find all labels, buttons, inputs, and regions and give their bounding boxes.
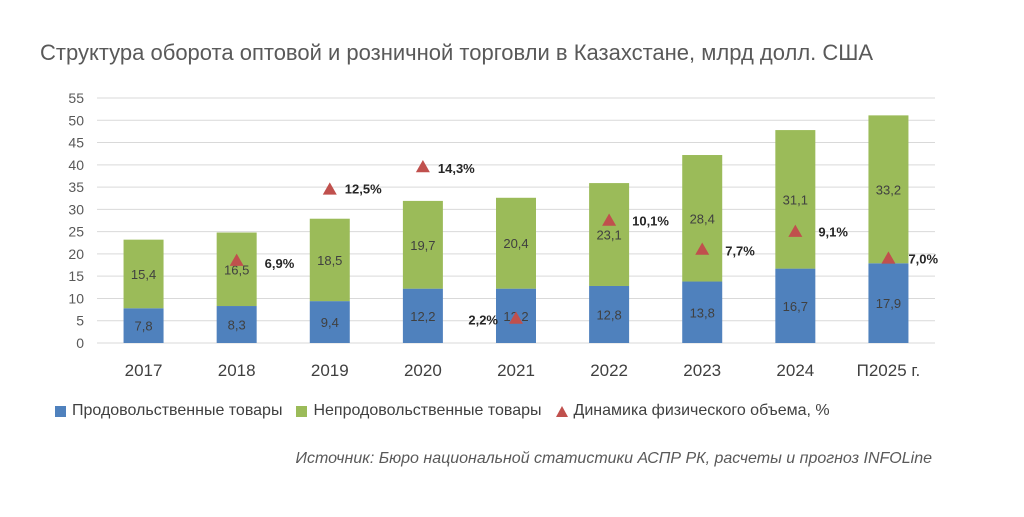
dynamics-marker <box>229 253 244 266</box>
data-label-food: 12,2 <box>410 309 435 324</box>
data-label-nonfood: 33,2 <box>876 182 901 197</box>
dynamics-label: 14,3% <box>438 161 475 176</box>
bar-nonfood <box>496 197 536 289</box>
y-tick-label: 30 <box>68 201 84 217</box>
y-tick-label: 10 <box>68 290 84 306</box>
dynamics-marker <box>881 251 896 264</box>
data-label-nonfood: 19,7 <box>410 238 435 253</box>
y-tick-label: 25 <box>68 224 84 240</box>
x-tick-label: 2022 <box>590 361 628 380</box>
chart-legend: Продовольственные товары Непродовольстве… <box>55 402 844 420</box>
bar-food <box>775 268 816 343</box>
data-label-food: 16,7 <box>783 299 808 314</box>
legend-label-food: Продовольственные товары <box>72 402 283 419</box>
x-tick-label: 2023 <box>683 361 721 380</box>
bar-food <box>402 288 443 343</box>
dynamics-marker <box>788 224 803 237</box>
y-tick-label: 50 <box>68 112 84 128</box>
y-tick-label: 0 <box>76 335 84 351</box>
dynamics-label: 2,2% <box>468 312 498 327</box>
bar-food <box>216 306 257 343</box>
bar-nonfood <box>216 232 257 307</box>
legend-label-dynamics: Динамика физического объема, % <box>573 402 830 419</box>
bar-nonfood <box>775 130 816 269</box>
chart-title: Структура оборота оптовой и розничной то… <box>40 40 874 65</box>
dynamics-label: 6,9% <box>265 256 295 271</box>
dynamics-label: 7,7% <box>725 243 755 258</box>
x-tick-label: 2024 <box>776 361 814 380</box>
legend-item-food: Продовольственные товары <box>55 402 282 420</box>
bar-food <box>868 263 909 343</box>
bar-nonfood <box>402 200 443 289</box>
y-tick-label: 20 <box>68 246 84 262</box>
bar-nonfood <box>868 115 909 264</box>
y-tick-label: 5 <box>76 313 84 329</box>
bar-food <box>682 281 723 343</box>
x-tick-label: 2018 <box>218 361 256 380</box>
y-tick-label: 15 <box>68 268 84 284</box>
data-label-food: 17,9 <box>876 296 901 311</box>
bar-nonfood <box>309 218 350 302</box>
x-tick-label: 2020 <box>404 361 442 380</box>
dynamics-marker <box>509 311 523 324</box>
dynamics-label: 10,1% <box>632 214 669 229</box>
x-tick-label: 2017 <box>125 361 163 380</box>
chart-plot: 0 5 10 15 20 25 30 35 40 45 50 55 7,8 15,4 2017 8,3 16,5… <box>68 90 938 380</box>
data-label-nonfood: 31,1 <box>783 192 808 207</box>
legend-item-dynamics: Динамика физического объема, % <box>555 402 830 420</box>
x-tick-label: 2019 <box>311 361 349 380</box>
bar-food <box>123 308 164 343</box>
data-label-nonfood: 18,5 <box>317 253 342 268</box>
legend-item-nonfood: Непродовольственные товары <box>296 402 542 420</box>
bar-food <box>309 301 350 343</box>
data-label-nonfood: 16,5 <box>224 262 249 277</box>
y-tick-label: 45 <box>68 135 84 151</box>
dynamics-marker <box>415 160 430 173</box>
data-label-food: 7,8 <box>135 319 153 334</box>
data-label-nonfood: 20,4 <box>503 236 528 251</box>
x-tick-label: 2021 <box>497 361 535 380</box>
y-tick-label: 40 <box>68 157 84 173</box>
dynamics-marker <box>695 242 710 255</box>
legend-swatch-food <box>55 405 66 417</box>
dynamics-label: 9,1% <box>818 225 848 240</box>
bar-nonfood <box>123 239 164 309</box>
data-label-nonfood: 23,1 <box>596 228 621 243</box>
legend-swatch-nonfood <box>296 405 308 417</box>
data-label-nonfood: 15,4 <box>131 267 156 282</box>
y-tick-label: 55 <box>68 90 84 106</box>
data-label-food: 12,8 <box>596 307 621 322</box>
dynamics-marker <box>322 182 337 195</box>
data-label-food: 9,4 <box>321 315 339 330</box>
data-label-nonfood: 28,4 <box>690 211 715 226</box>
y-tick-label: 35 <box>68 179 84 195</box>
dynamics-marker <box>602 213 617 226</box>
legend-label-nonfood: Непродовольственные товары <box>313 402 542 419</box>
bar-nonfood <box>682 155 723 282</box>
x-tick-label: П2025 г. <box>857 361 921 380</box>
dynamics-label: 7,0% <box>908 251 938 266</box>
dynamics-label: 12,5% <box>345 181 382 196</box>
bar-food <box>589 285 630 343</box>
data-label-food: 8,3 <box>228 318 246 333</box>
data-label-food: 13,8 <box>690 305 715 320</box>
bar-nonfood <box>589 183 630 286</box>
legend-triangle-icon <box>555 405 568 417</box>
source-note: Источник: Бюро национальной статистики А… <box>295 450 933 467</box>
